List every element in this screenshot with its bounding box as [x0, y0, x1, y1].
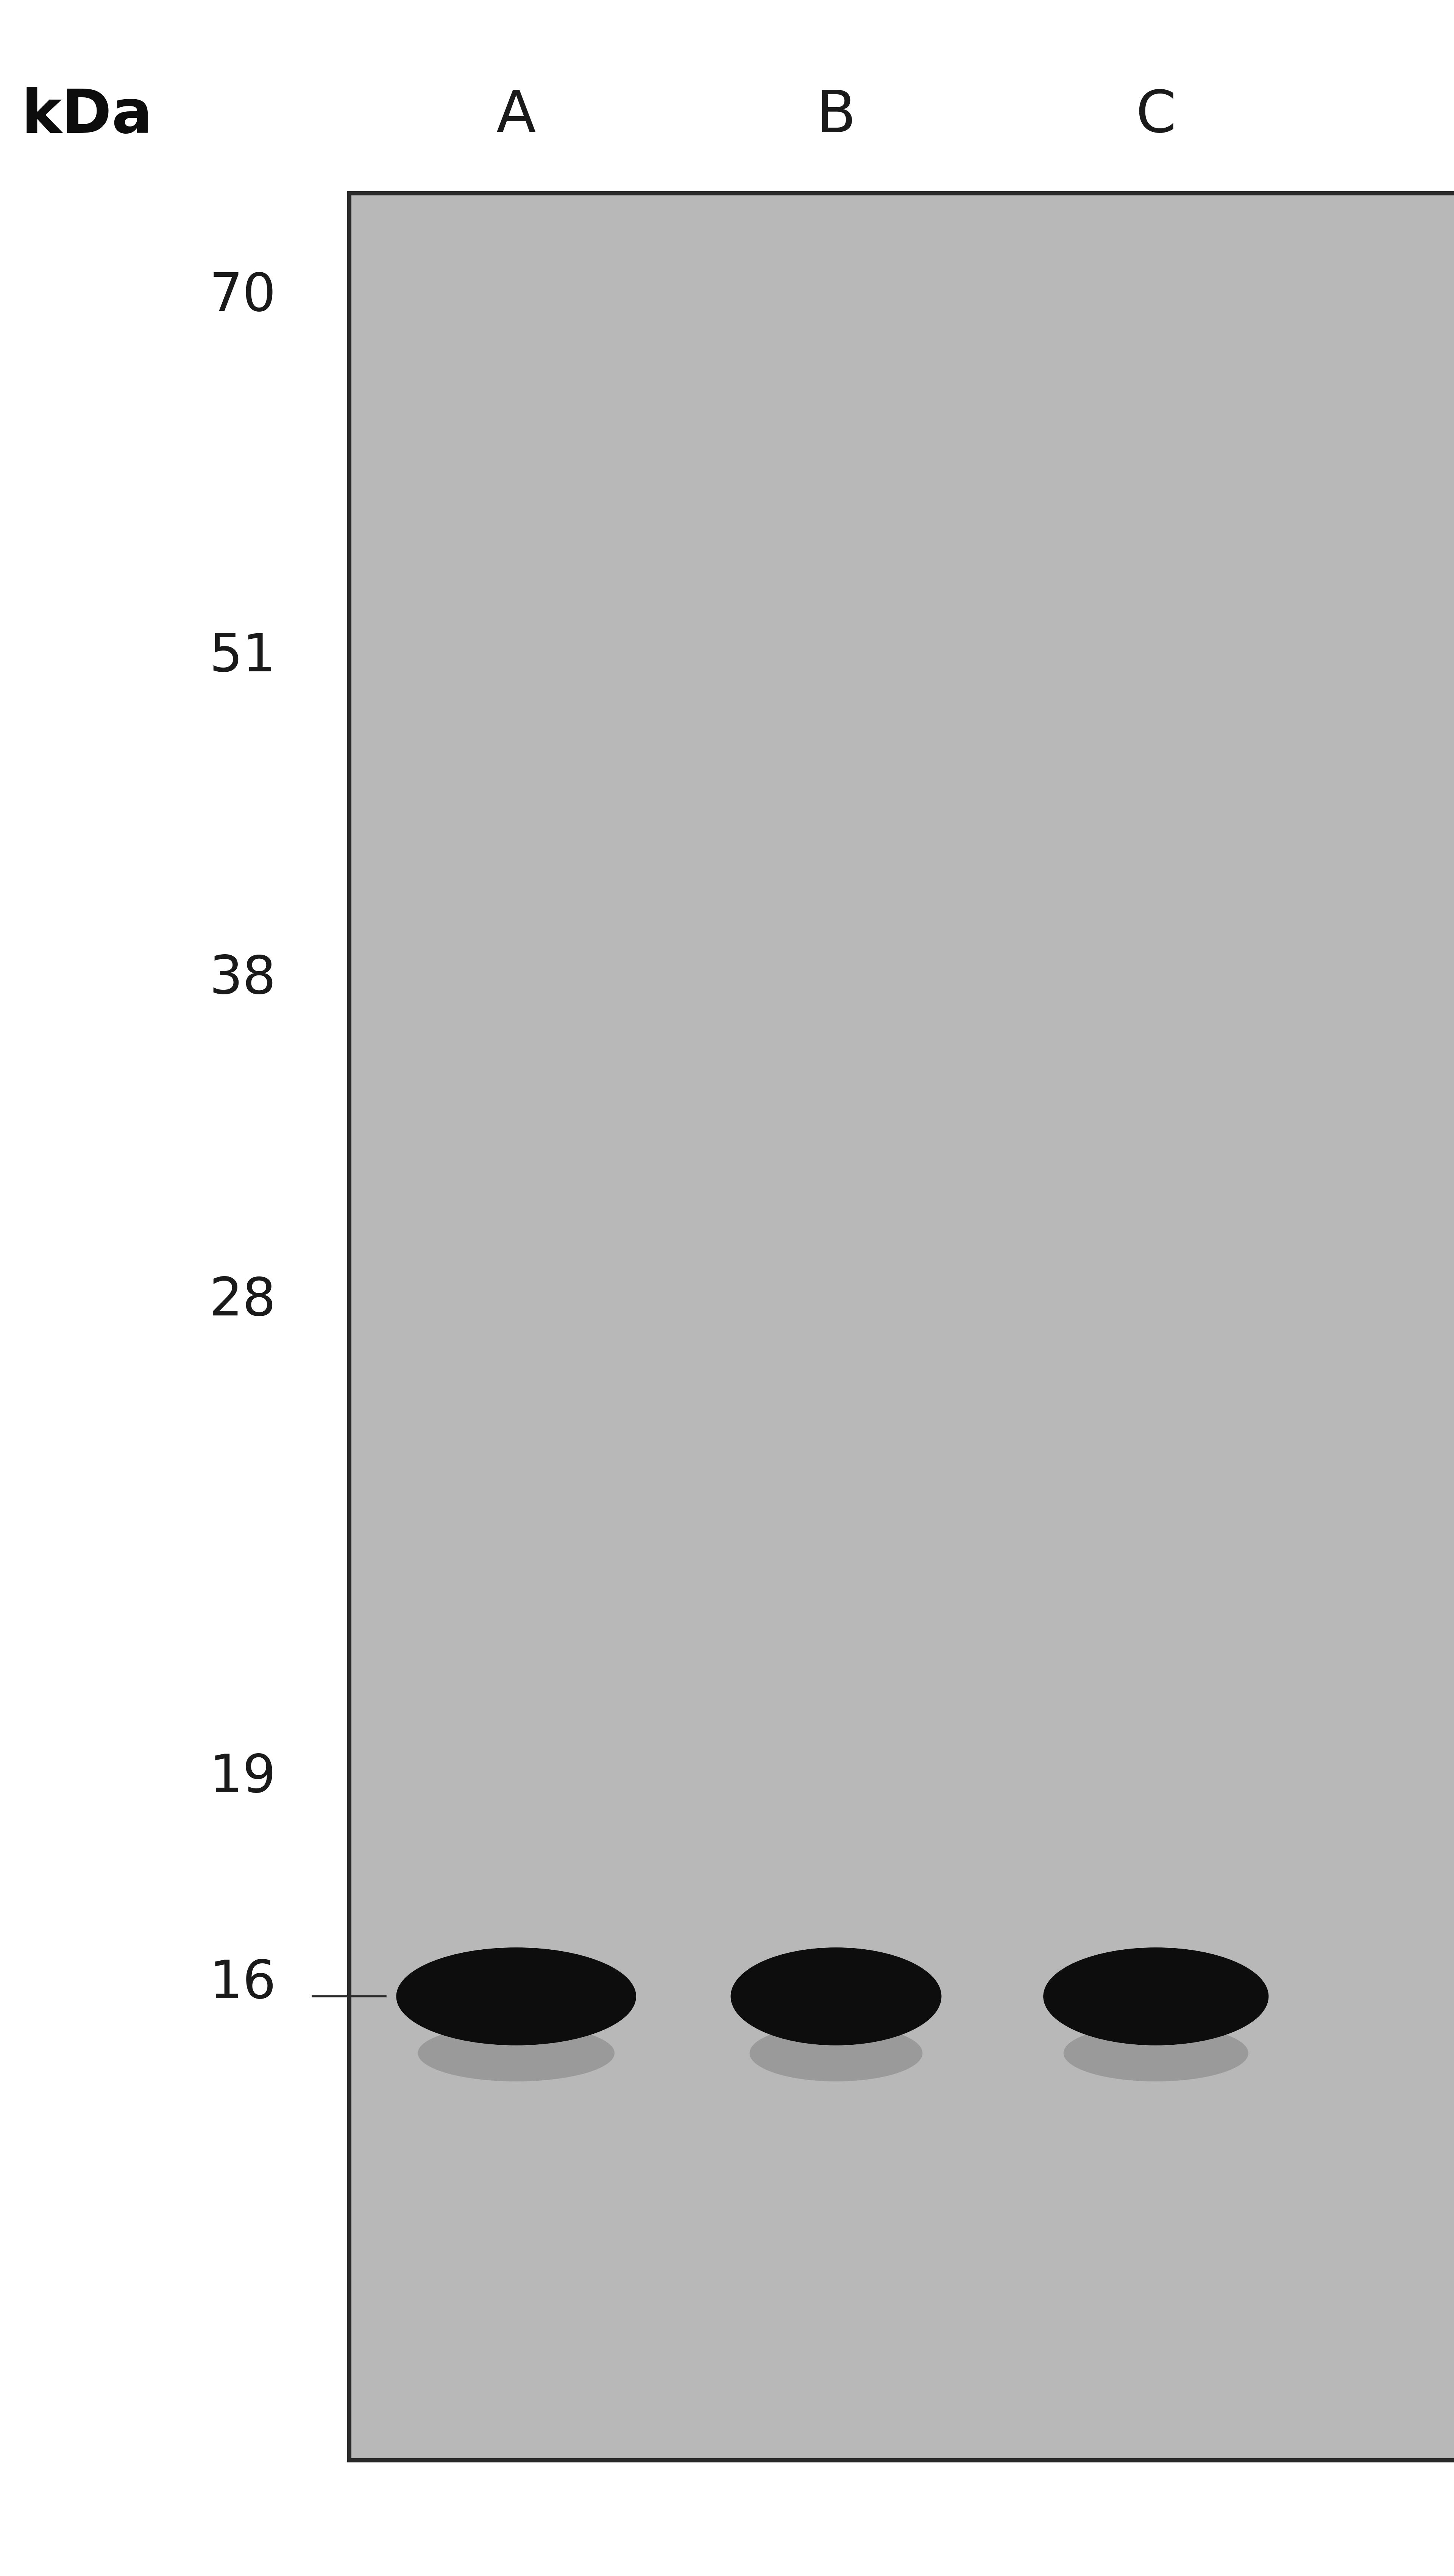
Text: C: C	[1136, 88, 1176, 144]
Text: 16: 16	[209, 1958, 276, 2009]
Text: B: B	[816, 88, 856, 144]
Text: 70: 70	[209, 270, 276, 322]
Ellipse shape	[730, 1947, 942, 2045]
Ellipse shape	[395, 1947, 635, 2045]
Text: kDa: kDa	[22, 88, 153, 144]
Text: 19: 19	[209, 1752, 276, 1803]
Text: 51: 51	[209, 631, 276, 683]
Text: 38: 38	[209, 953, 276, 1005]
Text: 28: 28	[209, 1275, 276, 1327]
Ellipse shape	[1063, 2025, 1249, 2081]
Ellipse shape	[1044, 1947, 1268, 2045]
Bar	[349, 193, 1454, 2460]
Ellipse shape	[417, 2025, 615, 2081]
Text: A: A	[496, 88, 537, 144]
Ellipse shape	[750, 2025, 922, 2081]
